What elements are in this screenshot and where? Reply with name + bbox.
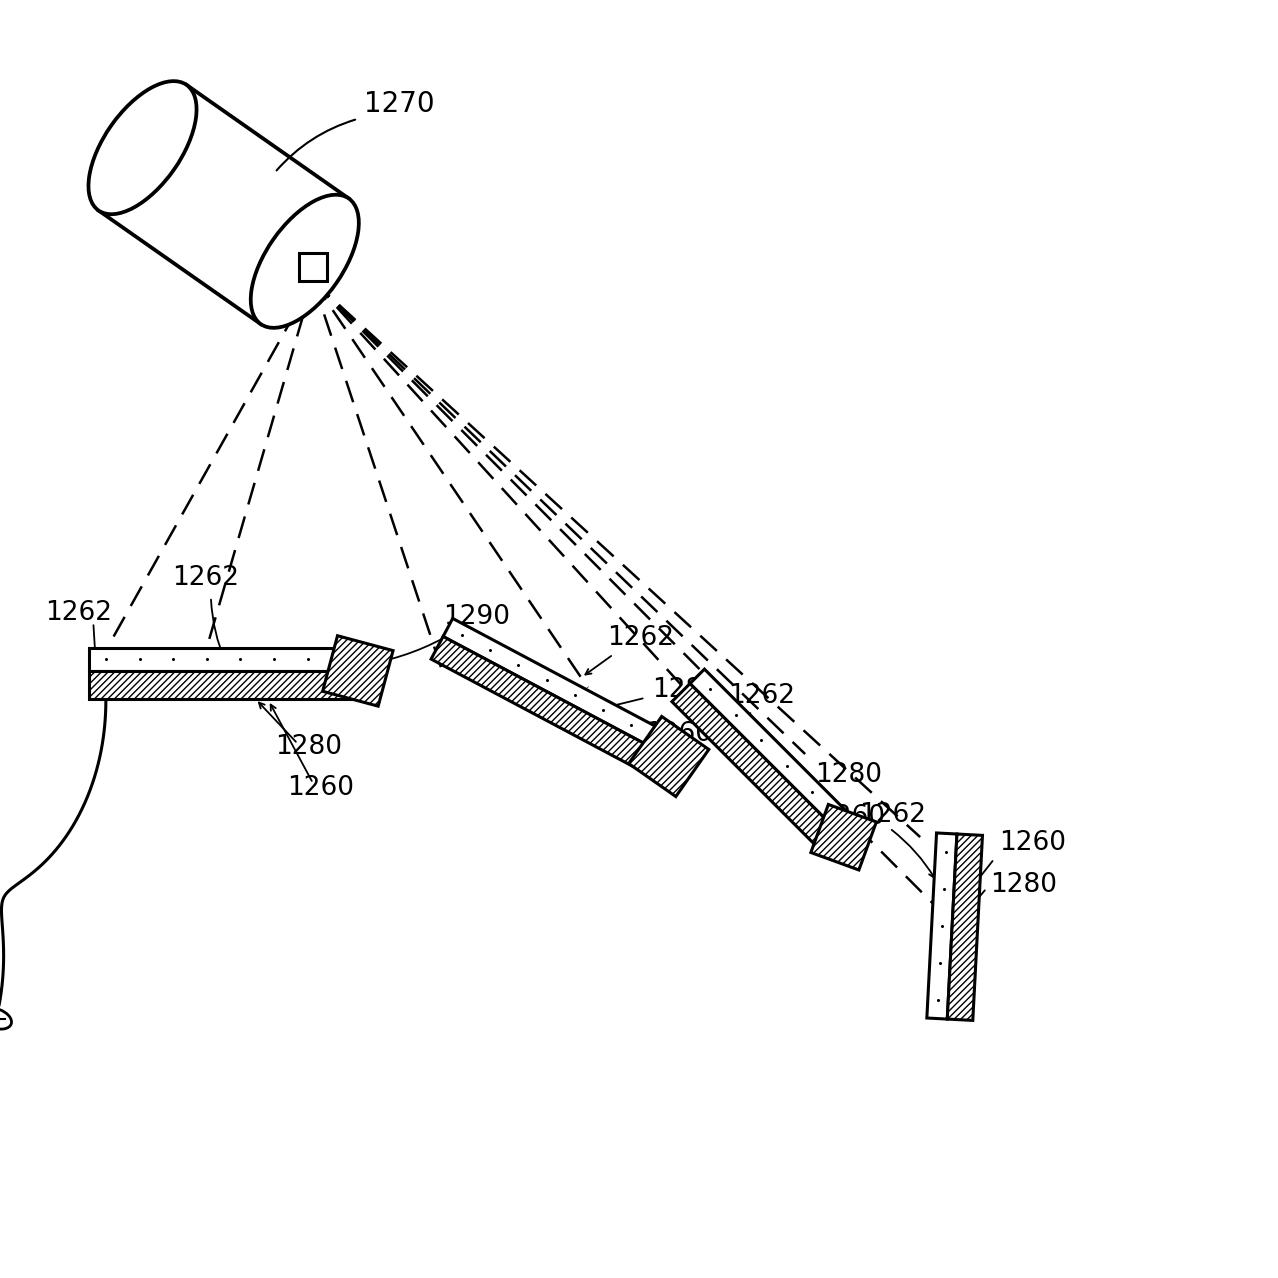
Polygon shape bbox=[629, 717, 709, 796]
Text: 1260: 1260 bbox=[818, 804, 884, 831]
Text: 1262: 1262 bbox=[859, 801, 925, 828]
Text: 1262: 1262 bbox=[45, 599, 111, 626]
Text: 1280: 1280 bbox=[275, 734, 341, 760]
Polygon shape bbox=[89, 648, 358, 671]
Text: 1262: 1262 bbox=[607, 625, 674, 652]
Polygon shape bbox=[810, 804, 877, 870]
Polygon shape bbox=[98, 84, 349, 325]
Polygon shape bbox=[927, 833, 957, 1019]
Text: 1260: 1260 bbox=[999, 829, 1066, 856]
Text: 1262: 1262 bbox=[728, 682, 795, 709]
Ellipse shape bbox=[0, 1008, 12, 1029]
Text: 1260: 1260 bbox=[645, 721, 712, 748]
Polygon shape bbox=[89, 671, 358, 699]
Polygon shape bbox=[947, 835, 983, 1020]
Text: 1280: 1280 bbox=[815, 762, 882, 789]
Polygon shape bbox=[672, 684, 843, 855]
Text: 1262: 1262 bbox=[173, 565, 239, 592]
Text: 1290: 1290 bbox=[443, 603, 510, 630]
Ellipse shape bbox=[88, 81, 197, 215]
Text: 1270: 1270 bbox=[364, 91, 435, 119]
Bar bbox=[299, 253, 327, 281]
Text: 1260: 1260 bbox=[288, 774, 354, 801]
Polygon shape bbox=[690, 670, 858, 837]
Text: 1280: 1280 bbox=[990, 872, 1057, 898]
Polygon shape bbox=[322, 635, 394, 707]
Text: 1280: 1280 bbox=[652, 676, 718, 703]
Ellipse shape bbox=[250, 194, 359, 328]
Polygon shape bbox=[431, 636, 668, 780]
Polygon shape bbox=[443, 619, 679, 757]
